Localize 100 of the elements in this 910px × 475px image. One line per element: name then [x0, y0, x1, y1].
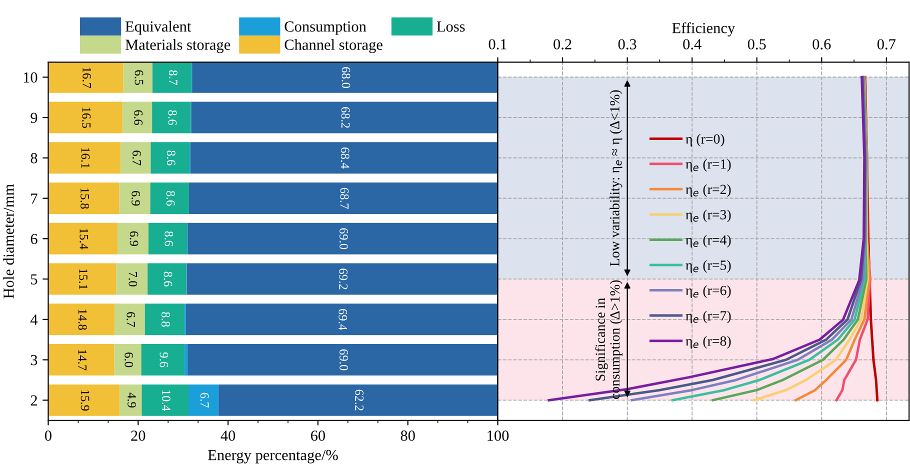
data-label: 8.6	[164, 231, 174, 246]
bar	[152, 62, 192, 93]
x-tick-label: 100	[488, 430, 509, 441]
x-axis-title: Energy percentage/%	[208, 450, 338, 464]
bar	[123, 62, 153, 93]
data-label: 6.5	[134, 70, 144, 85]
bar	[186, 263, 498, 295]
data-label: 68.0	[342, 67, 350, 88]
bar	[120, 142, 151, 174]
data-label: 62.2	[355, 390, 364, 410]
data-label: 10.4	[162, 390, 170, 411]
band-label: Low variability: η$_{e}$ ≈ η (Δ<1%)	[610, 90, 622, 266]
data-label: 16.5	[82, 108, 91, 128]
data-label: 8.7	[168, 70, 178, 86]
x-tick-label: 60	[310, 430, 326, 441]
x-tick-label: 40	[220, 430, 236, 441]
y-tick-label: 7	[31, 194, 38, 204]
data-label: 16.1	[81, 148, 90, 168]
bar	[48, 182, 120, 214]
data-label: 6.6	[134, 110, 143, 125]
data-label: 15.4	[80, 228, 88, 250]
data-label: 69.0	[339, 349, 348, 370]
data-label: 6.9	[130, 231, 138, 246]
x-axis-title: Efficiency	[672, 22, 736, 36]
data-label: 6.7	[132, 150, 141, 166]
bar	[122, 102, 152, 134]
data-label: 8.8	[161, 312, 170, 327]
bar	[48, 62, 124, 93]
y-tick-label: 2	[30, 395, 37, 406]
data-label: 6.0	[124, 352, 134, 368]
data-label: 9.6	[160, 352, 168, 368]
data-label: 68.4	[340, 148, 350, 169]
bar	[114, 304, 145, 336]
band-label: Significance in consumption (Δ>1%)	[595, 280, 622, 399]
y-tick-label: 3	[30, 354, 38, 366]
data-label: 6.7	[200, 392, 209, 408]
x-tick-label: 80	[400, 430, 415, 441]
legend-label: η$_{e}$ (r=1)	[686, 159, 731, 172]
data-label: 4.9	[128, 392, 136, 408]
x-tick-label: 0.6	[812, 39, 831, 50]
bar	[190, 142, 498, 174]
y-tick-label: 10	[24, 72, 38, 83]
legend-label: Equivalent	[125, 20, 192, 35]
data-label: 7.0	[128, 272, 138, 286]
bar	[117, 222, 148, 254]
bar	[119, 182, 150, 214]
bar	[188, 182, 498, 214]
legend-label: η$_{e}$ (r=7)	[686, 310, 731, 324]
legend-label: η$_{e}$ (r=2)	[686, 184, 731, 197]
bar	[150, 182, 189, 214]
x-tick-label: 20	[131, 430, 146, 441]
y-axis-title: Hole diameter/mm	[3, 184, 14, 298]
x-tick-label: 0.1	[488, 39, 506, 50]
legend-label: η$_{e}$ (r=4)	[686, 234, 731, 248]
legend-label: Loss	[436, 22, 465, 32]
legend-label: η$_{e}$ (r=6)	[686, 285, 731, 298]
bar	[186, 304, 498, 336]
data-label: 15.8	[80, 188, 90, 209]
y-tick-label: 4	[30, 314, 38, 325]
data-label: 8.6	[166, 150, 176, 166]
bar	[188, 384, 219, 416]
bar	[48, 102, 122, 134]
bar	[218, 384, 498, 416]
bar	[191, 102, 498, 134]
bar	[188, 344, 498, 376]
legend-label: Materials storage	[125, 39, 230, 54]
bar	[150, 142, 190, 174]
bar	[184, 344, 188, 376]
data-label: 6.7	[126, 312, 136, 327]
bar	[48, 142, 121, 174]
data-label: 8.6	[168, 110, 177, 125]
legend-label: Consumption	[284, 21, 366, 35]
data-label: 69.0	[339, 228, 348, 250]
x-tick-label: 0.3	[618, 39, 636, 50]
data-label: 14.7	[78, 350, 87, 370]
bar	[116, 263, 148, 295]
legend-label: Channel storage	[284, 39, 382, 54]
x-tick-label: 0.5	[748, 39, 766, 50]
data-label: 68.7	[340, 188, 349, 209]
bar	[48, 384, 120, 416]
bar	[142, 384, 188, 416]
data-label: 68.2	[341, 107, 350, 128]
bar	[144, 304, 184, 336]
legend-label: η (r=0)	[686, 134, 724, 147]
y-tick-label: 8	[30, 153, 38, 164]
bar	[141, 344, 184, 376]
bar	[48, 222, 118, 254]
bar	[48, 304, 115, 336]
data-label: 69.4	[338, 309, 348, 330]
bar	[114, 344, 142, 376]
bar	[192, 62, 498, 93]
legend-label: η$_{e}$ (r=3)	[686, 210, 731, 222]
x-tick-label: 0.4	[683, 39, 702, 50]
bar	[48, 263, 116, 295]
bar	[188, 222, 498, 254]
data-label: 8.6	[164, 272, 172, 286]
data-label: 14.8	[78, 310, 87, 330]
data-label: 16.7	[82, 68, 92, 88]
bar	[152, 102, 191, 134]
data-label: 69.2	[339, 268, 348, 290]
